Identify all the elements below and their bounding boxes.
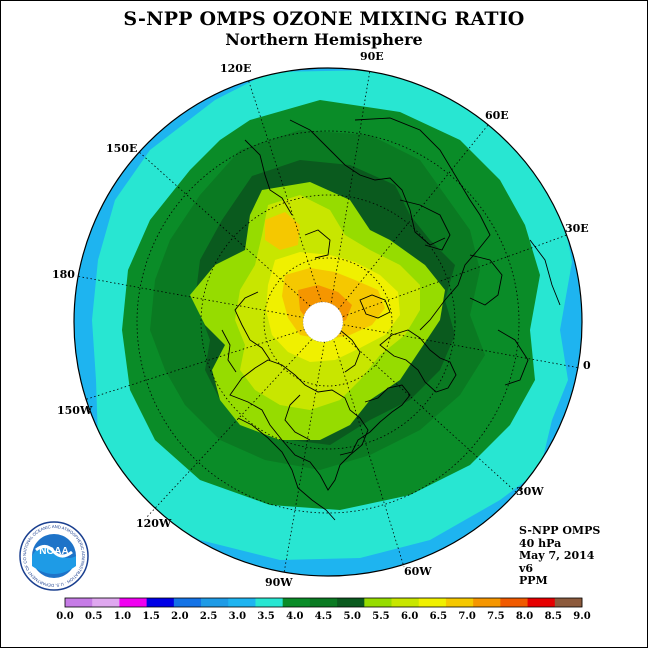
- colorbar-swatch: [418, 598, 447, 607]
- colorbar-swatch: [337, 598, 365, 607]
- colorbar-tick-label: 3.5: [257, 611, 274, 622]
- colorbar-tick-label: 8.0: [516, 611, 533, 622]
- lon-label-90e: 90E: [360, 50, 384, 63]
- colorbar-tick-label: 0.0: [56, 611, 73, 622]
- colorbar-tick-label: 2.5: [200, 611, 217, 622]
- lon-label-150e: 150E: [106, 142, 138, 155]
- lon-label-120e: 120E: [220, 62, 252, 75]
- info-units: PPM: [519, 574, 548, 587]
- map-title: S-NPP OMPS OZONE MIXING RATIO: [123, 8, 525, 30]
- colorbar-tick-label: 8.5: [545, 611, 562, 622]
- colorbar-swatch: [364, 598, 392, 607]
- colorbar-tick-label: 7.0: [458, 611, 475, 622]
- band-7.0-west: [265, 212, 300, 250]
- colorbar-swatch: [119, 598, 148, 607]
- colorbar-tick-label: 9.0: [573, 611, 590, 622]
- polar-night-hole-edge: [302, 301, 344, 343]
- noaa-logo-gull: [35, 545, 73, 558]
- colorbar-tick-label: 6.5: [430, 611, 447, 622]
- colorbar-swatch: [309, 598, 338, 607]
- noaa-logo-text: NOAA: [39, 546, 68, 557]
- colorbar-swatch: [201, 598, 229, 607]
- colorbar-swatch: [554, 598, 583, 607]
- colorbar-swatch: [173, 598, 202, 607]
- info-date: May 7, 2014: [519, 549, 595, 562]
- colorbar-swatch: [473, 598, 501, 607]
- colorbar-tick-label: 1.0: [114, 611, 131, 622]
- colorbar-tick-label: 0.5: [85, 611, 102, 622]
- info-instrument: S-NPP OMPS: [519, 524, 601, 537]
- colorbar-swatch: [92, 598, 120, 607]
- colorbar-tick-label: 7.5: [487, 611, 504, 622]
- colorbar-tick-label: 4.0: [286, 611, 303, 622]
- colorbar-tick-label: 1.5: [142, 611, 159, 622]
- colorbar-tick-label: 3.0: [229, 611, 246, 622]
- noaa-logo-wave: [32, 545, 76, 574]
- colorbar-tick-label: 5.0: [344, 611, 361, 622]
- colorbar-swatch: [65, 598, 93, 607]
- lon-label-30w: 30W: [516, 485, 544, 498]
- lon-label-150w: 150W: [57, 404, 93, 417]
- colorbar-swatch: [255, 598, 284, 607]
- lon-label-0: 0: [583, 359, 591, 372]
- lon-label-60e: 60E: [485, 109, 509, 122]
- colorbar-swatch: [527, 598, 556, 607]
- colorbar-swatch: [500, 598, 528, 607]
- map-subtitle: Northern Hemisphere: [225, 30, 423, 49]
- colorbar-tick-label: 5.5: [372, 611, 389, 622]
- info-version: v6: [519, 561, 534, 575]
- lon-label-120w: 120W: [136, 517, 172, 530]
- colorbar-swatch: [146, 598, 175, 607]
- product-info: S-NPP OMPS 40 hPa May 7, 2014 v6 PPM: [519, 524, 601, 588]
- lon-label-180: 180: [52, 268, 75, 281]
- graticule: [75, 69, 581, 574]
- colorbar-outline: [64, 597, 583, 608]
- colorbar-tick-label: 4.5: [315, 611, 332, 622]
- info-pressure: 40 hPa: [519, 536, 562, 550]
- map-boundary: [73, 67, 583, 577]
- noaa-logo: NOAA NATIONAL OCEANIC AND ATMOSPHERIC AD…: [18, 520, 89, 591]
- colorbar-swatch: [228, 598, 256, 607]
- lon-label-30e: 30E: [565, 222, 589, 235]
- coastlines: [221, 117, 561, 521]
- colorbar-swatch: [445, 598, 474, 607]
- colorbar-tick-label: 2.0: [171, 611, 188, 622]
- colorbar-swatch: [282, 598, 311, 607]
- colorbar-swatch: [391, 598, 420, 607]
- lon-label-90w: 90W: [265, 576, 293, 589]
- lon-label-60w: 60W: [404, 565, 432, 578]
- colorbar-tick-label: 6.0: [401, 611, 418, 622]
- polar-night-hole: [303, 302, 343, 342]
